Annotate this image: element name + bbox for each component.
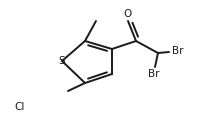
Text: Br: Br [172,46,183,56]
Text: Cl: Cl [15,102,25,112]
Text: Br: Br [148,69,160,79]
Text: O: O [124,9,132,19]
Text: S: S [59,56,65,66]
